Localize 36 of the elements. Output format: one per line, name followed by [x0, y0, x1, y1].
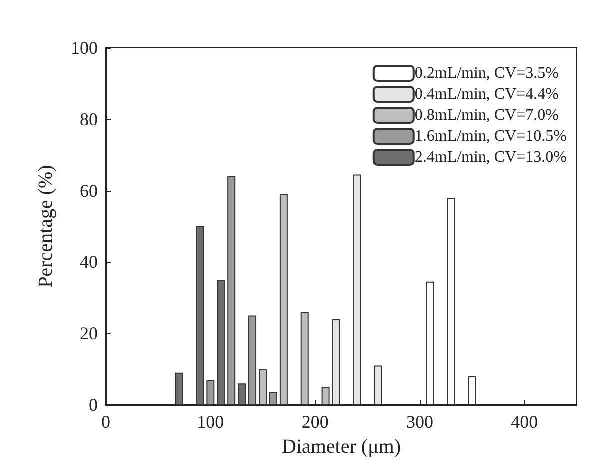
legend-label: 0.8mL/min, CV=7.0% — [414, 107, 560, 124]
bar — [332, 319, 340, 405]
x-tick-label: 200 — [302, 412, 329, 432]
bar — [280, 194, 288, 405]
bar — [269, 392, 278, 405]
legend-label: 1.6mL/min, CV=10.5% — [414, 128, 568, 145]
y-tick-label: 100 — [71, 38, 98, 58]
bar — [196, 226, 204, 405]
bar — [322, 387, 330, 405]
bar — [374, 366, 382, 405]
bar — [259, 369, 267, 405]
y-tick-label: 20 — [80, 324, 98, 344]
bar — [206, 380, 215, 405]
bar — [426, 282, 434, 405]
x-tick-label: 0 — [102, 412, 110, 432]
x-tick-label: 400 — [511, 412, 538, 432]
bar — [468, 376, 476, 405]
legend-label: 0.2mL/min, CV=3.5% — [414, 65, 560, 82]
bar — [238, 384, 246, 405]
y-tick-label: 0 — [89, 395, 98, 415]
x-tick-label: 300 — [406, 412, 434, 432]
bar — [300, 312, 309, 405]
x-axis-title: Diameter (μm) — [282, 436, 402, 458]
bar — [353, 174, 362, 405]
y-tick-label: 60 — [80, 180, 98, 201]
y-axis-title: Percentage (%) — [35, 165, 57, 288]
y-tick-label: 80 — [80, 109, 98, 130]
y-tick-label: 40 — [80, 252, 98, 272]
x-tick-label: 100 — [197, 412, 224, 432]
legend-label: 2.4mL/min, CV=13.0% — [414, 149, 568, 166]
legend-label: 0.4mL/min, CV=4.4% — [414, 86, 560, 103]
bar — [217, 280, 226, 405]
bar — [248, 316, 257, 405]
bar — [228, 176, 236, 405]
bar — [447, 198, 456, 405]
bar — [175, 372, 184, 405]
